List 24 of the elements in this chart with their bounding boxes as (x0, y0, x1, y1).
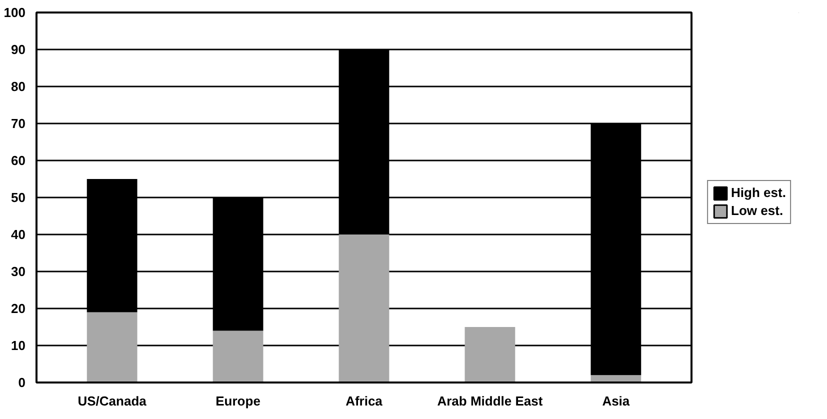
y-tick-label: 50 (11, 190, 26, 205)
legend-label: High est. (731, 185, 786, 200)
y-tick-label: 0 (18, 375, 26, 390)
x-tick-label: Africa (346, 394, 384, 408)
y-tick-label: 10 (11, 338, 26, 353)
y-tick-label: 80 (11, 79, 26, 94)
y-tick-label: 40 (11, 227, 26, 242)
bar (338, 234, 390, 382)
bar (212, 330, 264, 382)
bar (86, 312, 138, 382)
x-tick-label: Europe (216, 394, 260, 408)
y-tick-label: 60 (11, 153, 26, 168)
y-tick-label: 90 (11, 42, 26, 57)
bar (212, 198, 264, 331)
y-tick-label: 70 (11, 116, 26, 131)
legend-label: Low est. (731, 203, 784, 218)
x-tick-label: Arab Middle East (437, 394, 544, 408)
x-tick-label: US/Canada (78, 394, 148, 408)
y-tick-label: 20 (11, 301, 26, 316)
bar (464, 327, 516, 382)
x-tick-label: Asia (602, 394, 630, 408)
bar (86, 179, 138, 312)
y-tick-label: 30 (11, 264, 26, 279)
y-tick-label: 100 (4, 5, 26, 20)
